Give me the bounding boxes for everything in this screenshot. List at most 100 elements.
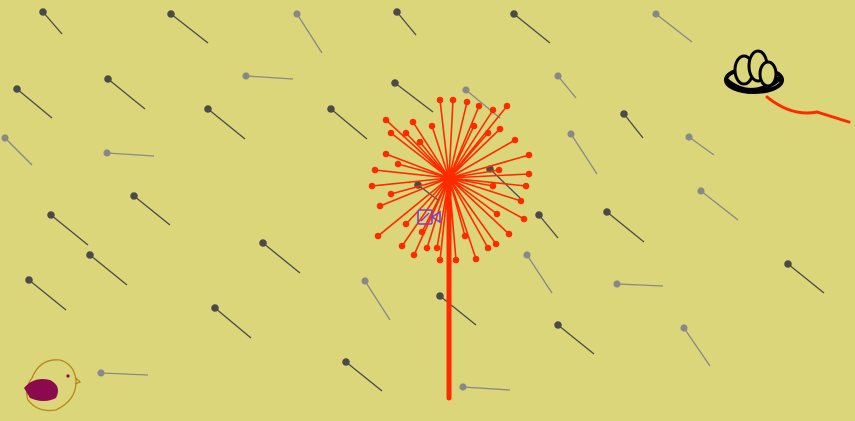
floating-seed[interactable] — [510, 10, 551, 44]
dandelion-seed-tip[interactable] — [371, 166, 379, 174]
dandelion-seed-tip[interactable] — [382, 150, 390, 158]
dandelion-seed-tip[interactable] — [470, 122, 478, 130]
dandelion-seed-tip[interactable] — [517, 197, 525, 205]
dandelion-seed-tip[interactable] — [376, 202, 384, 210]
floating-seed[interactable] — [204, 105, 246, 140]
dandelion-ray — [390, 177, 450, 195]
dandelion-ray — [385, 153, 450, 179]
floating-seed[interactable] — [259, 239, 301, 274]
dandelion-seed-tip[interactable] — [505, 230, 513, 238]
dandelion-seed-tip[interactable] — [418, 228, 426, 236]
floating-seed[interactable] — [620, 110, 644, 139]
floating-seed[interactable] — [47, 211, 89, 246]
dandelion-seed-tip[interactable] — [495, 166, 503, 174]
dandelion-ray — [448, 177, 522, 202]
floating-seed[interactable] — [523, 251, 553, 294]
dandelion-seed-tip[interactable] — [398, 242, 406, 250]
floating-seed[interactable] — [167, 10, 209, 44]
dandelion-seed-tip[interactable] — [416, 138, 424, 146]
floating-seed[interactable] — [211, 304, 252, 339]
nest-with-eggs-icon[interactable] — [724, 49, 851, 124]
floating-seed[interactable] — [554, 321, 595, 355]
floating-seed[interactable] — [784, 260, 825, 294]
video-camera-icon[interactable] — [417, 209, 441, 225]
dandelion-seed-tip[interactable] — [368, 182, 376, 190]
floating-seed[interactable] — [680, 324, 711, 367]
dandelion-seed-tip[interactable] — [463, 98, 471, 106]
dandelion-ray — [390, 132, 450, 179]
floating-seed[interactable] — [342, 358, 383, 392]
floating-seed[interactable] — [603, 208, 645, 243]
dandelion-seed-tip[interactable] — [484, 129, 492, 137]
dandelion-ray — [448, 177, 497, 245]
dandelion-ray — [431, 125, 450, 179]
dandelion-plant[interactable] — [368, 96, 533, 401]
floating-seed[interactable] — [391, 79, 434, 113]
floating-seed[interactable] — [462, 86, 501, 119]
floating-seed[interactable] — [327, 105, 368, 140]
dandelion-seed-tip[interactable] — [387, 129, 395, 137]
floating-seed[interactable] — [361, 277, 391, 321]
dandelion-ray — [405, 177, 450, 225]
floating-seed[interactable] — [13, 85, 53, 119]
dandelion-seed-tip[interactable] — [433, 244, 441, 252]
floating-seed[interactable] — [130, 192, 171, 226]
dandelion-seed-tip[interactable] — [503, 102, 511, 110]
floating-seed[interactable] — [393, 8, 417, 36]
floating-seed[interactable] — [697, 187, 739, 221]
dandelion-seed-tip[interactable] — [492, 240, 500, 248]
floating-seed[interactable] — [652, 10, 693, 43]
floating-seed[interactable] — [86, 251, 128, 286]
floating-seed[interactable] — [436, 292, 477, 326]
dandelion-seed-tip[interactable] — [382, 116, 390, 124]
floating-seed[interactable] — [1, 134, 33, 166]
dandelion-seed-tip[interactable] — [489, 106, 497, 114]
dandelion-seed-tip[interactable] — [402, 129, 410, 137]
floating-seed[interactable] — [554, 72, 577, 99]
dandelion-seed-tip[interactable] — [449, 96, 457, 104]
floating-seed[interactable] — [25, 276, 67, 311]
dandelion-seed-tip[interactable] — [387, 190, 395, 198]
floating-seed[interactable] — [459, 383, 511, 391]
floating-seed[interactable] — [535, 211, 559, 239]
floating-seed[interactable] — [613, 280, 664, 288]
dandelion-seed-tip[interactable] — [410, 251, 418, 259]
floating-seed[interactable] — [685, 133, 715, 156]
dandelion-ray — [421, 177, 450, 233]
dandelion-ray — [448, 177, 489, 249]
dandelion-seed-tip[interactable] — [428, 122, 436, 130]
dandelion-seed-tip[interactable] — [409, 118, 417, 126]
dandelion-seed-tip[interactable] — [374, 232, 382, 240]
floating-seed[interactable] — [567, 130, 598, 175]
bird-icon[interactable] — [24, 359, 82, 412]
dandelion-seed-tip[interactable] — [472, 255, 480, 263]
dandelion-seed-tip[interactable] — [484, 244, 492, 252]
dandelion-seed-tip[interactable] — [511, 136, 519, 144]
dandelion-seed-tip[interactable] — [436, 256, 444, 264]
floating-seed[interactable] — [39, 8, 63, 35]
dandelion-ray — [448, 177, 494, 187]
dandelion-seed-tip[interactable] — [496, 125, 504, 133]
dandelion-seed-tip[interactable] — [436, 96, 444, 104]
floating-seed[interactable] — [103, 149, 155, 157]
dandelion-seed-tip[interactable] — [520, 215, 528, 223]
dandelion-seed-tip[interactable] — [493, 210, 501, 218]
dandelion-ray — [371, 177, 450, 187]
dandelion-seed-tip[interactable] — [394, 160, 402, 168]
dandelion-ray — [448, 125, 475, 179]
dandelion-seed-tip[interactable] — [461, 232, 469, 240]
dandelion-seed-tip[interactable] — [489, 182, 497, 190]
floating-seed[interactable] — [104, 75, 146, 110]
dandelion-seed-tip[interactable] — [402, 220, 410, 228]
floating-seed[interactable] — [242, 72, 294, 80]
dandelion-seed-tip[interactable] — [525, 151, 533, 159]
floating-seed[interactable] — [97, 369, 149, 377]
floating-seed[interactable] — [293, 10, 323, 54]
dandelion-seed-tip[interactable] — [475, 102, 483, 110]
dandelion-seed-tip[interactable] — [452, 256, 460, 264]
dandelion-seed-tip[interactable] — [522, 182, 530, 190]
dandelion-seed-tip[interactable] — [525, 170, 533, 178]
dandelion-seed-tip[interactable] — [423, 244, 431, 252]
